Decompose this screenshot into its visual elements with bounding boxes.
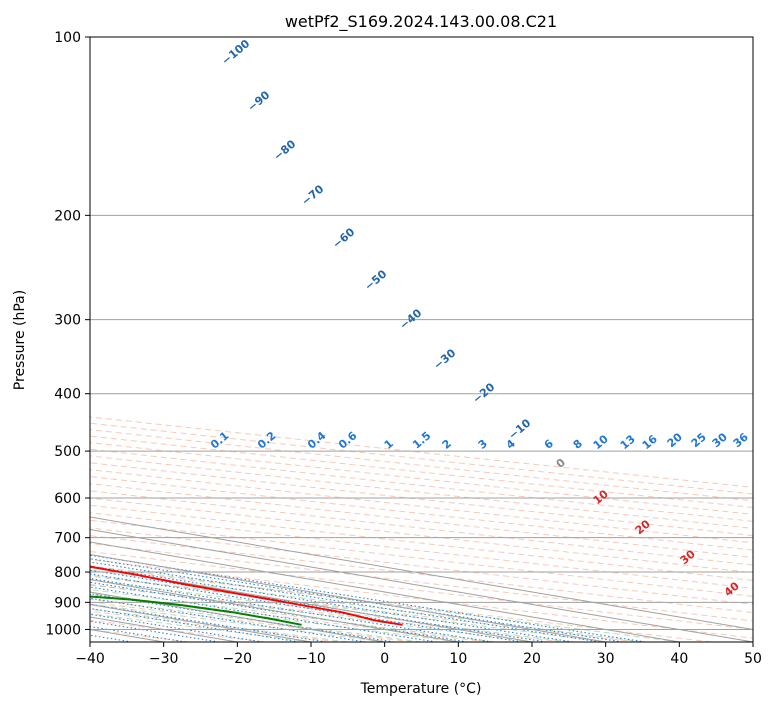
dry-adiabat xyxy=(90,527,753,605)
mixing-ratio-line xyxy=(90,558,623,642)
x-axis-label: Temperature (°C) xyxy=(360,681,482,697)
dry-adiabat xyxy=(90,559,753,639)
dry-adiabat xyxy=(90,551,753,630)
dry-adiabat xyxy=(90,476,753,551)
y-tick-label: 200 xyxy=(54,208,81,224)
dry-adiabat xyxy=(90,535,753,614)
mixing-ratio-line xyxy=(90,597,366,642)
plot-frame xyxy=(89,36,754,643)
mixing-ratio-line xyxy=(90,613,263,642)
x-tick-label: 20 xyxy=(523,651,541,667)
x-tick-label: −30 xyxy=(149,651,179,667)
y-axis-label: Pressure (hPa) xyxy=(12,290,28,390)
y-tick-label: 1000 xyxy=(45,622,81,638)
dry-adiabat xyxy=(90,584,563,642)
temperature-profile-line xyxy=(90,565,403,626)
axis-ticks: −40 −30 −20 −10 0 10 20 30 40 50 100 200 300 400 500 60… xyxy=(45,30,762,667)
x-tick-label: 50 xyxy=(744,651,762,667)
x-tick-label: 30 xyxy=(597,651,615,667)
gridlines xyxy=(90,37,753,642)
x-tick-label: −20 xyxy=(223,651,253,667)
isotherm xyxy=(90,516,753,631)
background-lines xyxy=(90,416,753,642)
y-tick-label: 600 xyxy=(54,491,81,507)
sounding-profiles xyxy=(90,565,403,626)
x-tick-label: 10 xyxy=(449,651,467,667)
plot-area xyxy=(90,37,753,642)
dry-adiabat xyxy=(90,429,753,502)
mixing-ratio-line xyxy=(90,561,600,642)
y-tick-label: 900 xyxy=(54,595,81,611)
mixing-ratio-line xyxy=(90,554,646,642)
y-tick-label: 800 xyxy=(54,565,81,581)
y-tick-label: 100 xyxy=(54,30,81,46)
dry-adiabat xyxy=(90,469,753,544)
dry-adiabat xyxy=(90,442,753,515)
chart-title: wetPf2_S169.2024.143.00.08.C21 xyxy=(285,12,557,32)
x-tick-label: 0 xyxy=(380,651,389,667)
y-tick-label: 400 xyxy=(54,387,81,403)
x-tick-label: −10 xyxy=(296,651,326,667)
y-tick-label: 700 xyxy=(54,531,81,547)
y-tick-label: 500 xyxy=(54,444,81,460)
dry-adiabat xyxy=(90,435,753,509)
x-tick-label: −40 xyxy=(75,651,105,667)
mixing-ratio-line xyxy=(90,608,300,642)
isotherm xyxy=(90,528,753,642)
x-tick-label: 40 xyxy=(670,651,688,667)
y-tick-label: 300 xyxy=(54,313,81,329)
dry-adiabat xyxy=(90,483,753,559)
mixing-ratio-line xyxy=(90,603,327,642)
